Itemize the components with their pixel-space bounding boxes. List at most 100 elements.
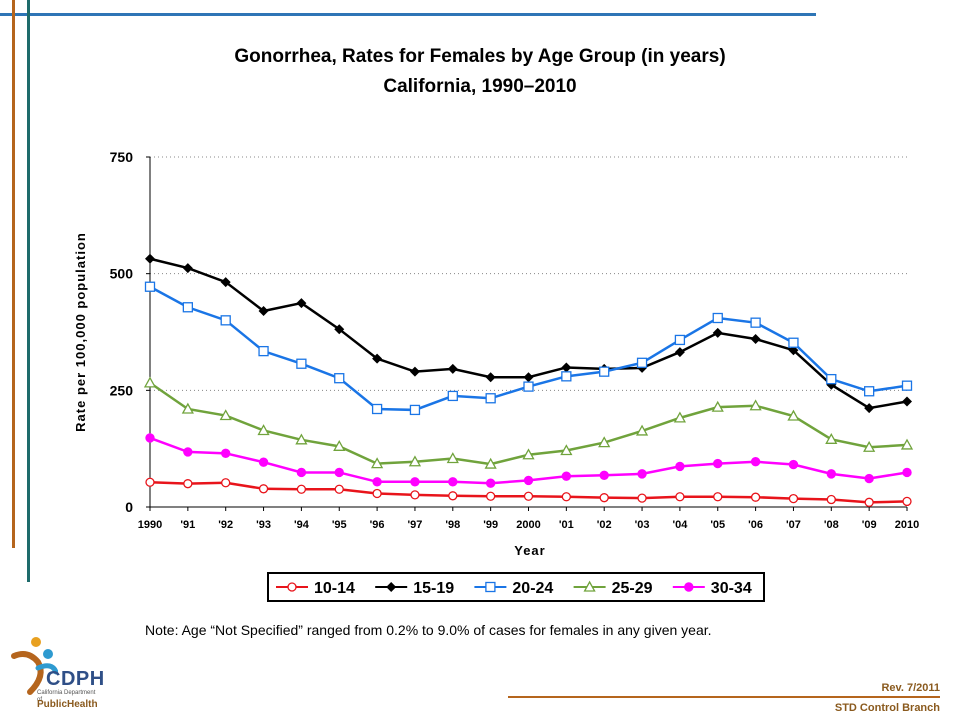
- data-point: [183, 447, 193, 457]
- legend-label: 30-34: [711, 580, 752, 597]
- data-point: [372, 488, 382, 499]
- legend-swatch-marker: [485, 581, 496, 593]
- y-tick-label: 250: [110, 382, 134, 398]
- data-point: [561, 492, 571, 502]
- data-point: [145, 477, 155, 487]
- data-point: [182, 302, 194, 313]
- legend-label: 25-29: [612, 580, 653, 597]
- data-point: [711, 400, 724, 412]
- data-point: [749, 399, 762, 411]
- data-point: [561, 471, 572, 481]
- data-point: [599, 493, 609, 503]
- legend-label: 10-14: [314, 580, 355, 597]
- data-point: [410, 490, 420, 500]
- x-tick-label: 2000: [516, 519, 540, 531]
- data-point: [825, 432, 838, 444]
- bottom-brown-rule: [508, 696, 940, 698]
- series-layer: [143, 253, 914, 507]
- data-point: [750, 457, 761, 467]
- data-point: [183, 479, 193, 489]
- data-point: [446, 452, 459, 464]
- data-point: [447, 390, 458, 402]
- chart-title-line1: Gonorrhea, Rates for Females by Age Grou…: [234, 46, 726, 67]
- x-tick-label: '04: [672, 519, 688, 531]
- x-tick-label: '96: [370, 519, 385, 531]
- data-point: [145, 253, 155, 264]
- data-point: [296, 298, 307, 309]
- data-point: [902, 496, 912, 507]
- data-point: [901, 380, 913, 391]
- data-point: [296, 467, 307, 478]
- data-point: [410, 477, 420, 487]
- data-point: [750, 317, 761, 328]
- data-point: [750, 492, 761, 502]
- data-point: [334, 373, 345, 384]
- logo-public-health: PublicHealth: [37, 699, 98, 710]
- data-point: [220, 315, 231, 326]
- x-tick-label: '09: [862, 519, 877, 531]
- data-point: [523, 475, 534, 486]
- data-point: [371, 403, 383, 415]
- data-point: [220, 277, 231, 288]
- branch-name: STD Control Branch: [834, 702, 940, 714]
- data-point: [408, 455, 422, 467]
- x-tick-label: '94: [294, 519, 310, 531]
- data-point: [522, 448, 535, 460]
- data-point: [902, 396, 912, 407]
- footnote: Note: Age “Not Specified” ranged from 0.…: [145, 622, 712, 638]
- data-point: [484, 457, 497, 469]
- data-point: [372, 353, 383, 364]
- series-15-19: [145, 253, 912, 414]
- data-point: [219, 409, 232, 421]
- data-point: [560, 444, 573, 456]
- y-tick-label: 500: [110, 266, 134, 282]
- y-tick-label: 0: [125, 499, 133, 515]
- x-tick-label: 2010: [895, 519, 919, 531]
- data-point: [788, 337, 799, 348]
- data-point: [637, 469, 647, 479]
- data-point: [334, 467, 344, 478]
- chart-title-line2: California, 1990–2010: [383, 76, 577, 97]
- data-point: [144, 281, 156, 292]
- data-point: [181, 402, 194, 414]
- data-point: [143, 376, 157, 388]
- data-point: [561, 362, 572, 373]
- y-tick-label: 750: [110, 149, 134, 165]
- x-tick-label: '06: [748, 519, 763, 531]
- data-point: [334, 484, 344, 494]
- data-point: [826, 469, 836, 479]
- data-point: [826, 494, 836, 505]
- legend-swatch-marker: [583, 580, 596, 592]
- data-point: [599, 366, 610, 377]
- data-point: [826, 373, 837, 385]
- data-point: [674, 334, 686, 346]
- series-30-34: [145, 433, 912, 488]
- data-point: [372, 477, 382, 487]
- data-point: [674, 347, 685, 358]
- legend-label: 20-24: [512, 580, 553, 597]
- data-point: [485, 393, 496, 404]
- data-point: [448, 491, 458, 501]
- data-point: [296, 358, 307, 369]
- data-point: [561, 371, 572, 382]
- x-tick-label: 1990: [138, 519, 162, 531]
- data-point: [145, 433, 155, 443]
- data-point: [787, 409, 800, 421]
- data-point: [296, 484, 307, 494]
- data-point: [182, 263, 193, 274]
- data-point: [258, 306, 269, 316]
- data-point: [636, 357, 648, 368]
- x-tick-label: '08: [824, 519, 839, 531]
- x-tick-label: '92: [218, 519, 233, 531]
- y-axis-label: Rate per 100,000 population: [73, 232, 88, 432]
- series-25-29: [143, 376, 914, 469]
- data-point: [713, 492, 723, 502]
- x-tick-label: '05: [710, 519, 725, 531]
- data-point: [637, 493, 647, 503]
- x-tick-label: '01: [559, 519, 574, 531]
- logo-subtext: California Department of: [37, 690, 96, 703]
- legend-label: 15-19: [413, 580, 454, 597]
- data-point: [447, 363, 458, 374]
- data-point: [864, 473, 874, 484]
- data-point: [523, 491, 534, 501]
